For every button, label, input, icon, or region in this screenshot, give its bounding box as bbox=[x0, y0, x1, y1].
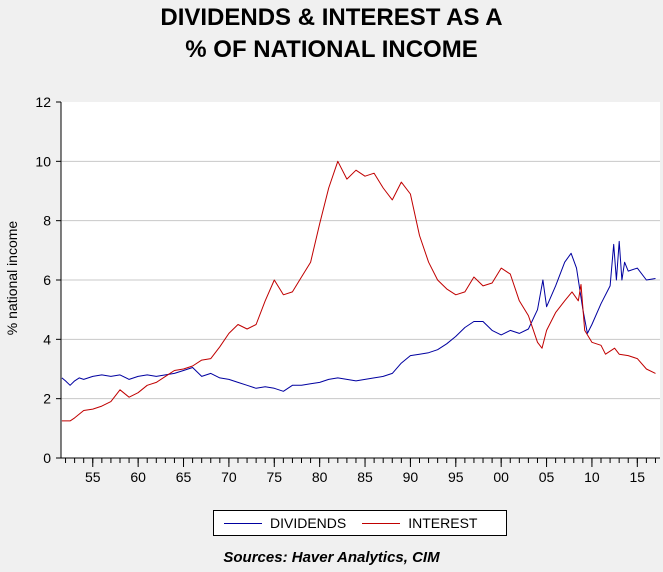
y-tick-label-2: 2 bbox=[43, 391, 51, 407]
x-tick-label-90: 90 bbox=[403, 469, 419, 485]
y-tick-label-6: 6 bbox=[43, 272, 51, 288]
x-tick-label-00: 00 bbox=[493, 469, 509, 485]
x-tick-label-85: 85 bbox=[357, 469, 373, 485]
legend-label-interest: INTEREST bbox=[408, 515, 478, 531]
x-axis-ticks: 55 60 65 70 75 80 85 90 95 00 05 10 15 bbox=[65, 458, 656, 485]
x-tick-label-70: 70 bbox=[221, 469, 237, 485]
legend-item-dividends: DIVIDENDS bbox=[224, 515, 346, 531]
y-tick-label-8: 8 bbox=[43, 213, 51, 229]
x-tick-label-75: 75 bbox=[266, 469, 282, 485]
y-tick-label-4: 4 bbox=[43, 331, 51, 347]
legend: DIVIDENDS INTEREST bbox=[213, 510, 507, 536]
x-tick-label-10: 10 bbox=[584, 469, 600, 485]
chart-title-line1: DIVIDENDS & INTEREST AS A bbox=[160, 4, 503, 31]
legend-item-interest: INTEREST bbox=[362, 515, 477, 531]
legend-swatch-interest bbox=[362, 522, 401, 524]
x-tick-label-95: 95 bbox=[448, 469, 464, 485]
series-line-dividends bbox=[61, 240, 656, 392]
series-lines bbox=[61, 160, 656, 422]
chart-title-line2: % OF NATIONAL INCOME bbox=[185, 36, 478, 63]
x-tick-label-05: 05 bbox=[539, 469, 555, 485]
x-tick-label-65: 65 bbox=[176, 469, 192, 485]
x-tick-label-80: 80 bbox=[312, 469, 328, 485]
series-line-interest bbox=[61, 160, 656, 422]
y-tick-label-0: 0 bbox=[43, 450, 51, 466]
source-note: Sources: Haver Analytics, CIM bbox=[223, 549, 440, 566]
x-tick-label-55: 55 bbox=[85, 469, 101, 485]
x-tick-label-60: 60 bbox=[130, 469, 146, 485]
y-axis-ticks: 0 2 4 6 8 10 12 bbox=[35, 94, 61, 466]
y-axis-label: % national income bbox=[4, 220, 20, 336]
y-tick-label-12: 12 bbox=[35, 94, 51, 110]
y-tick-label-10: 10 bbox=[35, 153, 51, 169]
x-tick-label-15: 15 bbox=[630, 469, 646, 485]
legend-label-dividends: DIVIDENDS bbox=[270, 515, 347, 531]
legend-swatch-dividends bbox=[224, 522, 262, 524]
gridlines bbox=[61, 160, 660, 400]
chart-title: DIVIDENDS & INTEREST AS A % OF NATIONAL … bbox=[0, 2, 663, 66]
